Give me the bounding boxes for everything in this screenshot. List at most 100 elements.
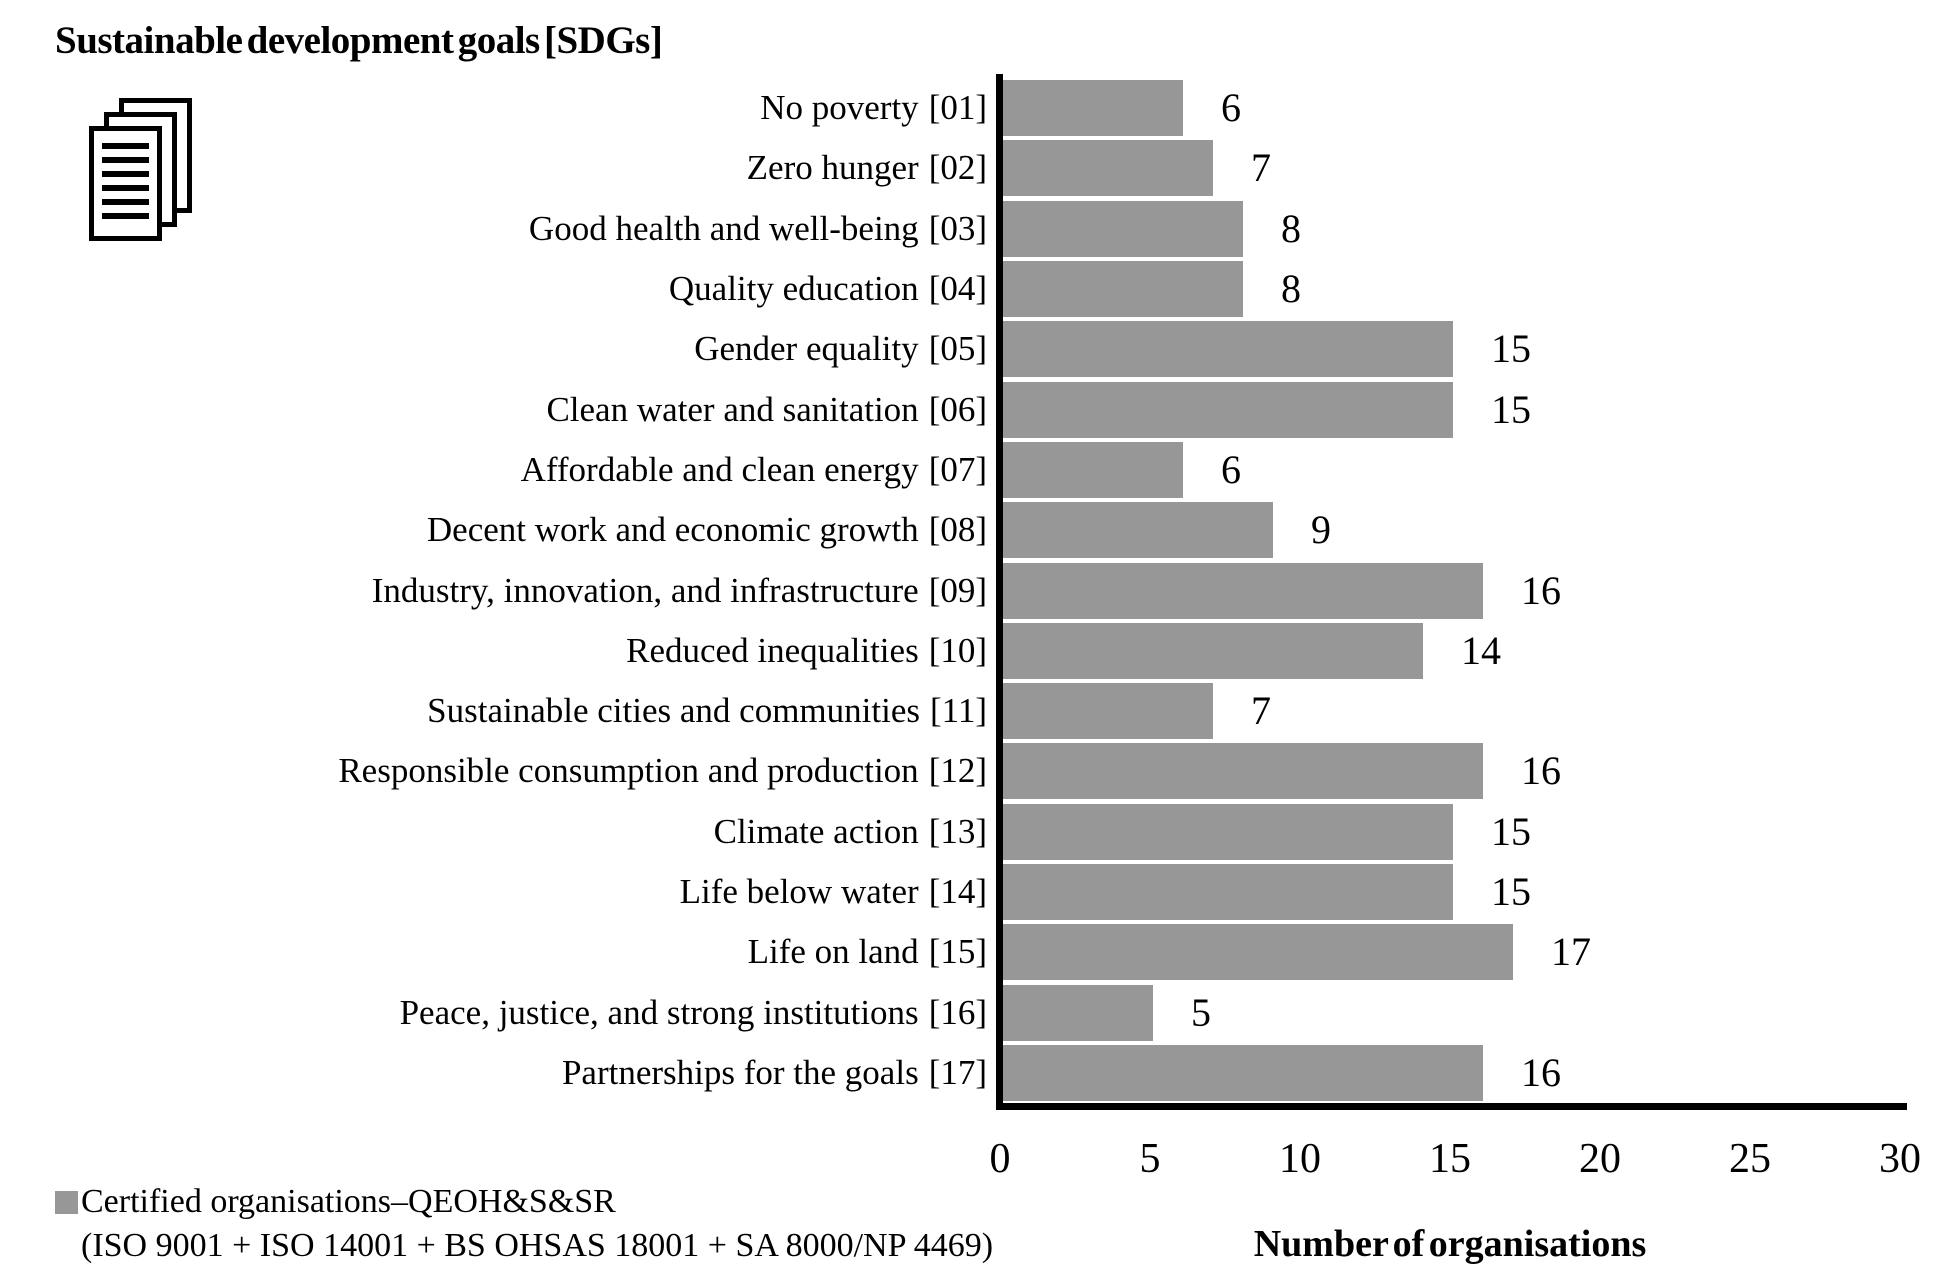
bar (1003, 984, 1153, 1041)
category-label: Partnerships for the goals [17] (0, 1053, 1003, 1093)
category-code: [11] (929, 691, 987, 731)
legend-entry: Certified organisations–QEOH&S&SR (55, 1180, 993, 1224)
legend-marker (55, 1190, 78, 1214)
category-code: [07] (928, 449, 987, 489)
category-name: Quality education (668, 269, 919, 309)
category-label: Life on land [15] (0, 932, 1003, 972)
bar (1003, 140, 1213, 197)
chart-row: Gender equality [05] 15 (0, 319, 1903, 379)
category-code: [02] (928, 148, 987, 188)
category-label: Good health and well-being [03] (0, 209, 1003, 249)
category-name: Climate action (713, 811, 919, 851)
category-code: [15] (928, 932, 987, 972)
category-label: No poverty [01] (0, 88, 1003, 128)
category-name: No poverty (760, 88, 919, 128)
category-name: Responsible consumption and production (338, 751, 919, 791)
category-label: Climate action [13] (0, 812, 1003, 852)
category-name: Industry, innovation, and infrastructure (371, 570, 919, 610)
value-label: 15 (1491, 326, 1531, 372)
category-code: [01] (928, 88, 987, 128)
value-label: 7 (1251, 688, 1271, 734)
category-code: [05] (928, 329, 987, 369)
category-code: [10] (928, 630, 987, 670)
category-name: Life below water (679, 872, 919, 911)
category-label: Life below water [14] (0, 872, 1003, 912)
category-name: Affordable and clean energy (520, 449, 919, 489)
category-code: [14] (928, 872, 987, 911)
y-axis-line (996, 74, 1003, 1110)
value-label: 6 (1221, 85, 1241, 131)
category-name: Sustainable cities and communities (427, 691, 920, 731)
value-label: 6 (1221, 446, 1241, 492)
x-tick-label: 10 (1278, 1136, 1321, 1182)
bar-track: 17 (1003, 922, 1903, 982)
bar-track: 15 (1003, 862, 1903, 922)
legend-label-line1: Certified organisations–QEOH&S&SR (81, 1183, 616, 1220)
category-label: Reduced inequalities [10] (0, 631, 1003, 671)
category-code: [04] (928, 269, 987, 309)
value-label: 16 (1521, 1049, 1561, 1095)
legend: Certified organisations–QEOH&S&SR (ISO 9… (55, 1180, 993, 1268)
chart-row: Life below water [14] 15 (0, 862, 1903, 922)
value-label: 16 (1521, 748, 1561, 794)
category-code: [09] (928, 570, 987, 610)
bar-track: 16 (1003, 741, 1903, 801)
bar (1003, 803, 1453, 860)
bar (1003, 864, 1453, 920)
bar-track: 7 (1003, 681, 1903, 741)
chart-row: Decent work and economic growth [08] 9 (0, 500, 1903, 560)
category-name: Decent work and economic growth (426, 510, 919, 550)
bar-track: 14 (1003, 621, 1903, 681)
category-code: [06] (928, 389, 987, 429)
x-tick-label: 5 (1139, 1136, 1161, 1182)
category-name: Good health and well-being (528, 208, 919, 248)
bar-track: 7 (1003, 138, 1903, 198)
category-name: Life on land (747, 932, 919, 972)
x-tick-label: 25 (1729, 1136, 1771, 1182)
bar (1003, 261, 1243, 318)
bar-track: 15 (1003, 319, 1903, 379)
bar-track: 8 (1003, 199, 1903, 259)
bar (1003, 1044, 1483, 1101)
value-label: 7 (1251, 145, 1271, 191)
chart-row: Responsible consumption and production [1… (0, 741, 1903, 801)
category-label: Zero hunger [02] (0, 148, 1003, 188)
x-tick-label: 20 (1578, 1136, 1621, 1182)
bar-track: 15 (1003, 379, 1903, 439)
bar (1003, 200, 1243, 257)
x-tick-label: 0 (989, 1136, 1011, 1182)
plot-area: No poverty [01] 6 Zero hunger [02] 7 Good … (0, 78, 1903, 1103)
category-code: [17] (928, 1052, 987, 1092)
category-label: Clean water and sanitation [06] (0, 390, 1003, 430)
category-name: Clean water and sanitation (546, 389, 919, 429)
legend-label-line2: (ISO 9001 + ISO 14001 + BS OHSAS 18001 +… (81, 1227, 994, 1264)
bar (1003, 622, 1423, 679)
value-label: 8 (1281, 266, 1301, 312)
value-label: 8 (1281, 205, 1301, 251)
category-label: Gender equality [05] (0, 329, 1003, 369)
chart-row: No poverty [01] 6 (0, 78, 1903, 138)
value-label: 15 (1491, 869, 1531, 914)
value-label: 9 (1311, 507, 1331, 553)
category-label: Decent work and economic growth [08] (0, 510, 1003, 550)
bar-track: 8 (1003, 259, 1903, 319)
category-code: [13] (928, 811, 987, 851)
value-label: 14 (1461, 627, 1501, 673)
category-code: [08] (928, 510, 987, 550)
category-label: Peace, justice, and strong institutions[… (0, 993, 1003, 1033)
bar (1003, 683, 1213, 740)
bar-track: 9 (1003, 500, 1903, 560)
bar (1003, 441, 1183, 498)
bar (1003, 321, 1453, 378)
category-label: Responsible consumption and production [1… (0, 751, 1003, 791)
value-label: 5 (1190, 989, 1211, 1035)
value-label: 15 (1491, 808, 1531, 854)
x-axis-line (996, 1103, 1907, 1110)
category-name: Peace, justice, and strong institutions (399, 992, 919, 1032)
x-axis-ticks: 0 5 10 15 20 25 30 (990, 1136, 1922, 1188)
chart-row: Life on land [15] 17 (0, 922, 1903, 982)
category-name: Reduced inequalities (626, 630, 919, 670)
category-code: [12] (928, 751, 987, 791)
chart-row: Zero hunger [02] 7 (0, 138, 1903, 198)
